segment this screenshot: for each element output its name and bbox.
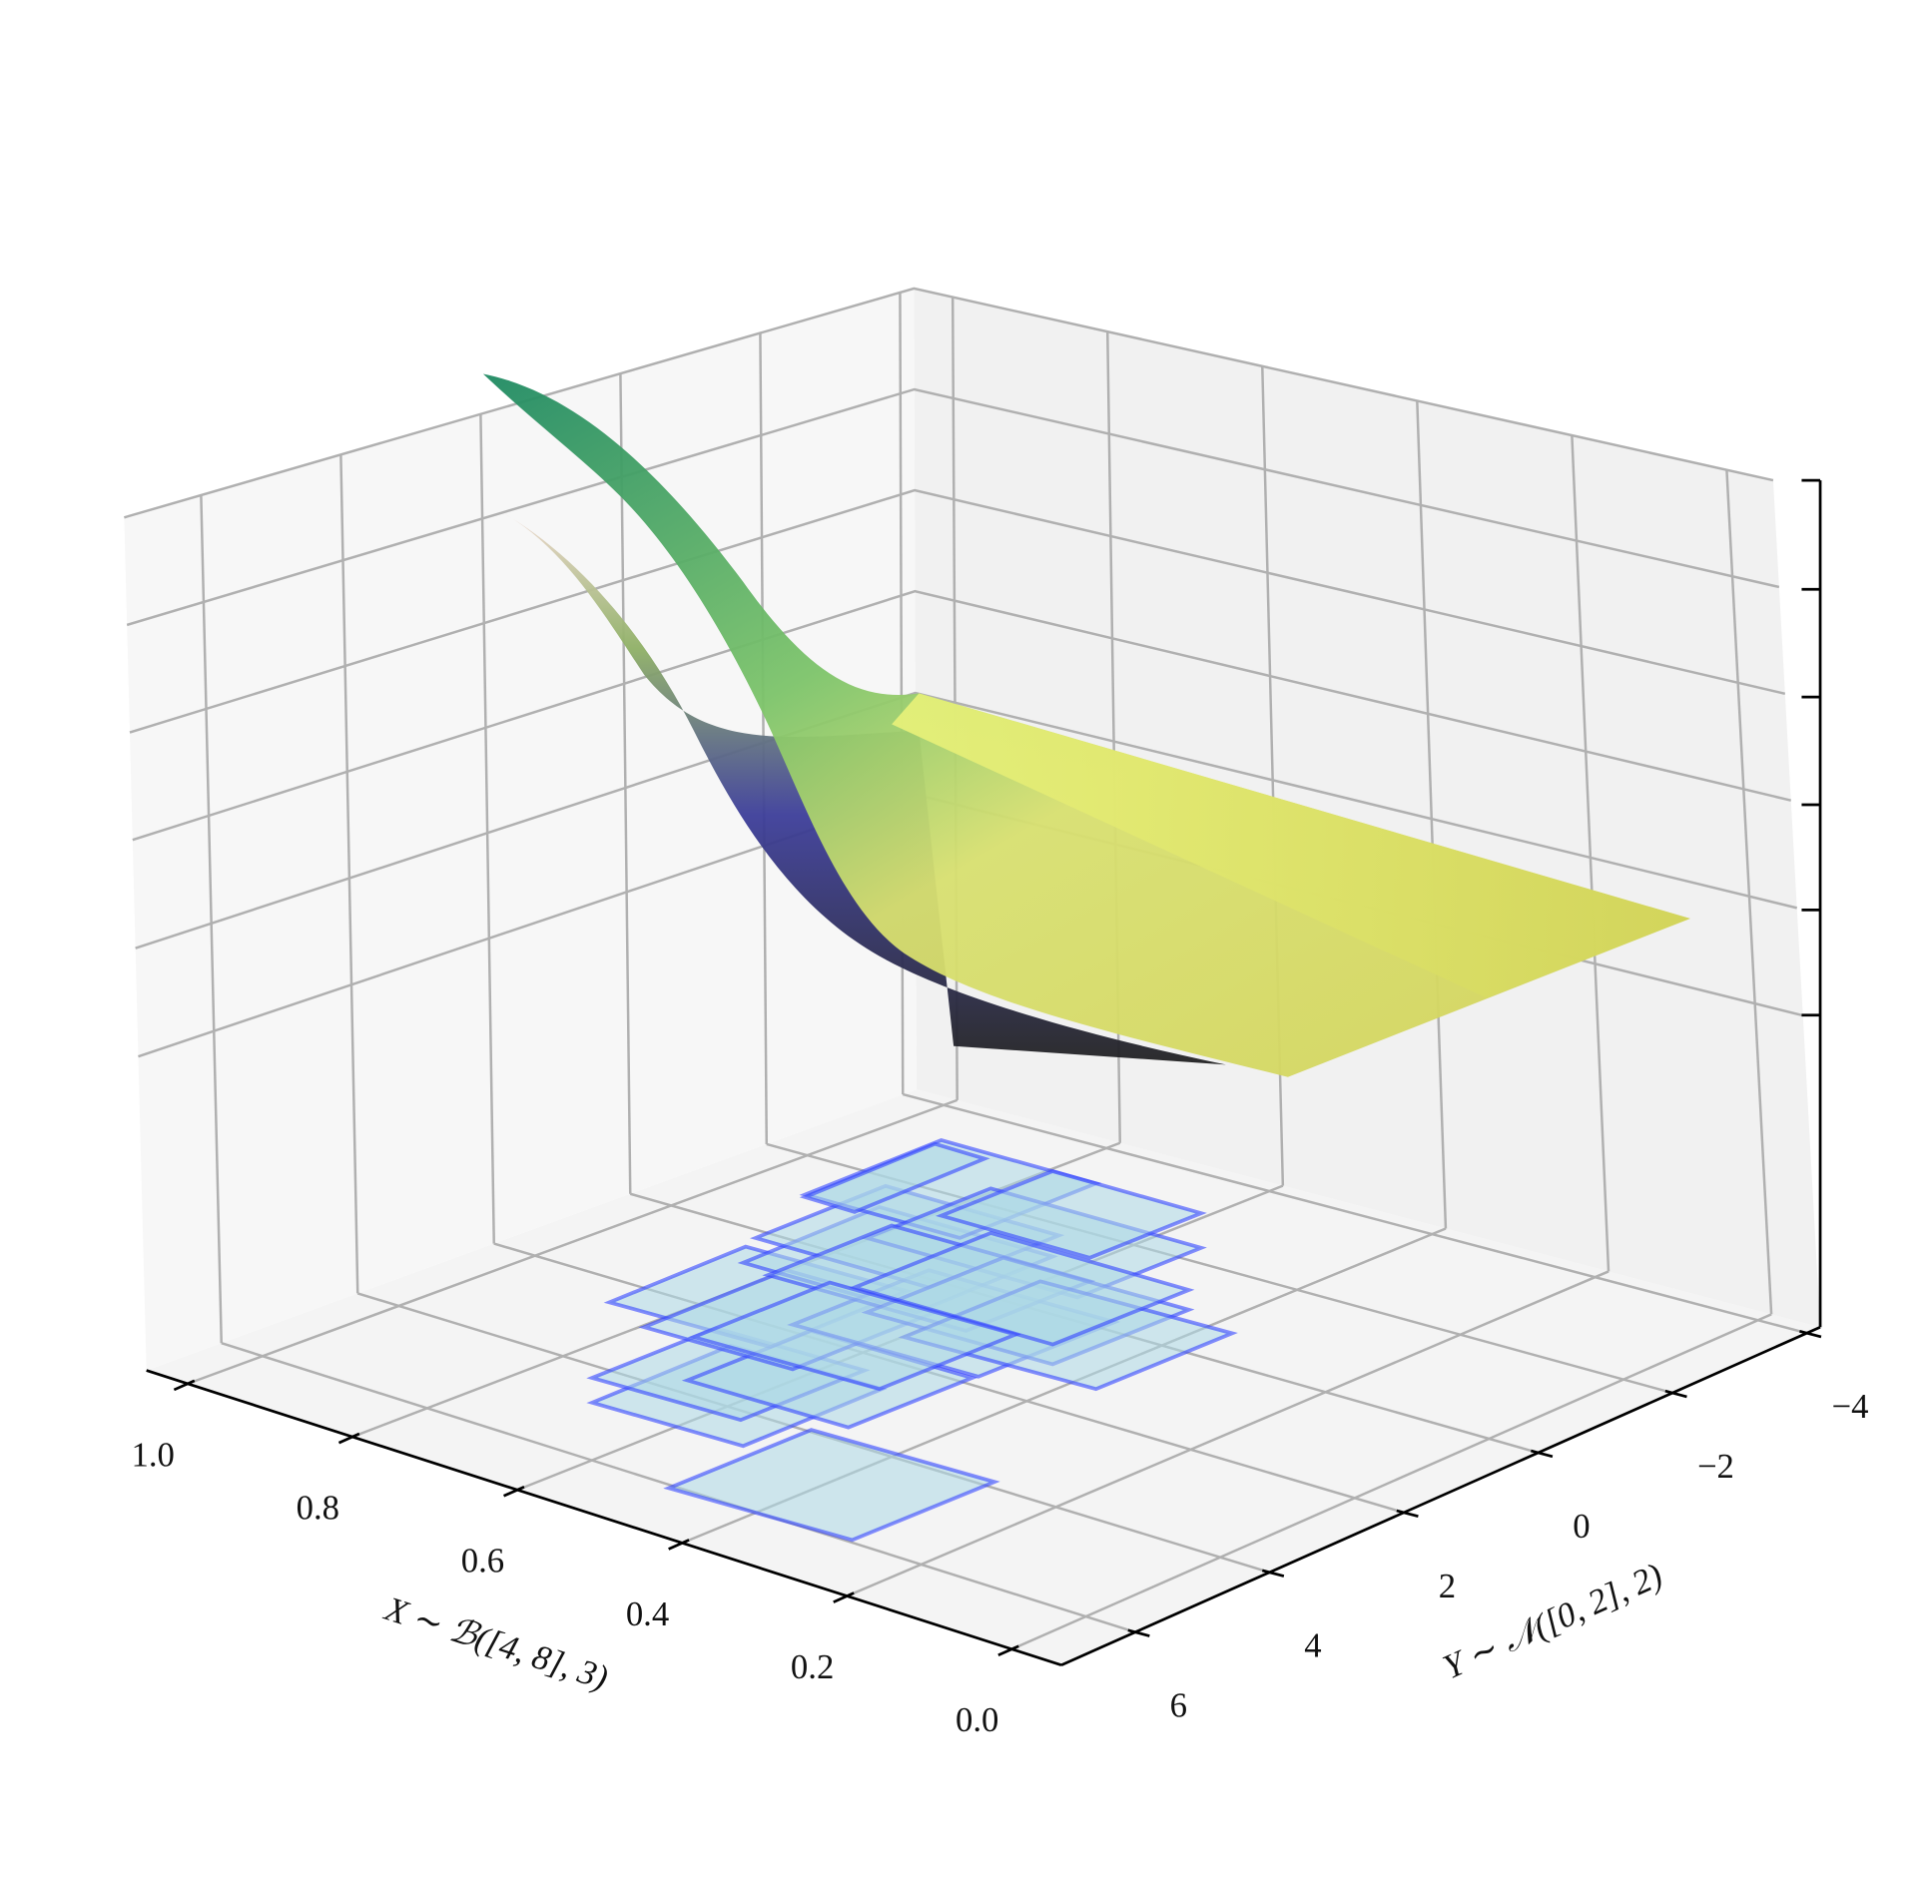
- z-grid-line: [126, 387, 1780, 627]
- x-grid-line: [1725, 469, 1773, 1315]
- y-tick-label: 4: [1304, 1626, 1321, 1665]
- x-grid-line: [1571, 435, 1610, 1272]
- y-tick: [1127, 1628, 1150, 1637]
- y-tick-label: 6: [1170, 1686, 1187, 1725]
- x-tick-label: 0.0: [956, 1700, 998, 1739]
- x-axis-label: X ∼ ℬ([4, 8], 3): [378, 1588, 612, 1697]
- z-grid-line: [129, 488, 1786, 734]
- floor-pane: [146, 1089, 1821, 1665]
- z-grid-line: [124, 287, 1774, 519]
- floor-rectangle: [935, 1169, 1207, 1260]
- y-grid-line: [902, 1092, 1807, 1335]
- y-tick-label: 2: [1439, 1567, 1456, 1605]
- panes: [124, 288, 1821, 1665]
- y-tick: [1799, 1329, 1822, 1339]
- y-tick: [1530, 1449, 1554, 1459]
- x-tick-label: 0.2: [791, 1647, 834, 1686]
- x-tick-label: 0.8: [297, 1488, 339, 1527]
- x-tick: [502, 1485, 525, 1498]
- y-tick: [1396, 1509, 1419, 1519]
- x-tick: [668, 1539, 690, 1551]
- x-tick-label: 1.0: [132, 1435, 175, 1474]
- x-axis-line: [146, 1369, 1062, 1666]
- y-grid-line: [619, 373, 632, 1194]
- y-tick-label: −4: [1832, 1387, 1869, 1426]
- z-grid-line: [132, 589, 1792, 842]
- y-axis-label: Y ∼ 𝒩([0, 2], 2): [1437, 1556, 1667, 1687]
- y-tick-label: −2: [1697, 1447, 1734, 1486]
- surface-flat: [892, 693, 1690, 998]
- x-tick: [337, 1432, 360, 1445]
- y-tick: [1664, 1389, 1687, 1399]
- right-wall-pane: [914, 288, 1821, 1328]
- floor-rectangle: [687, 1280, 1021, 1392]
- x-tick-label: 0.4: [626, 1594, 669, 1633]
- x-grid-line: [187, 1098, 959, 1386]
- axes: 0.0 0.2 0.4 0.6 0.8 1.0 −4 −2 0 2 4 6: [132, 1325, 1869, 1739]
- x-tick: [173, 1379, 196, 1392]
- x-grid-line: [846, 1270, 1610, 1597]
- x-tick: [997, 1644, 1019, 1657]
- z-grid-line: [135, 691, 1798, 950]
- x-tick-label: 0.6: [461, 1542, 504, 1581]
- floor-rectangle: [799, 1141, 990, 1214]
- y-tick-label: 0: [1573, 1507, 1590, 1546]
- floor-rectangle: [663, 1428, 1000, 1543]
- y-grid-line: [339, 454, 359, 1294]
- x-grid-line: [1416, 400, 1448, 1229]
- floor-rectangles: [586, 1138, 1238, 1543]
- z-axis: [1801, 478, 1822, 1328]
- surface: [482, 373, 1690, 1077]
- y-tick: [1261, 1569, 1285, 1578]
- x-grid-line: [1010, 1313, 1772, 1650]
- x-tick: [833, 1591, 855, 1603]
- y-axis-line: [1060, 1325, 1821, 1666]
- y-grid-line: [200, 494, 223, 1344]
- y-grid-line: [479, 413, 495, 1244]
